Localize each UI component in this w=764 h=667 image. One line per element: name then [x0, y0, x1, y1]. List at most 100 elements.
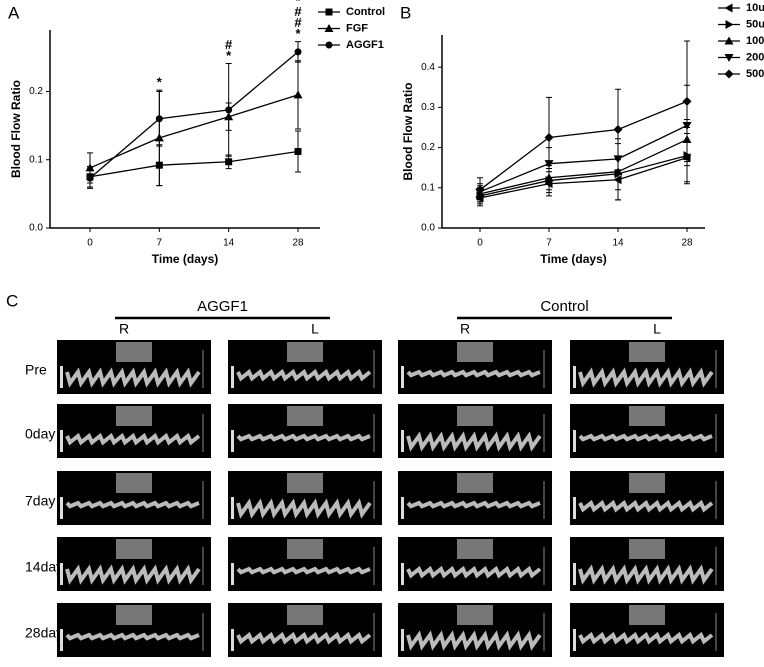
series-line	[89, 51, 299, 179]
annotation: *	[157, 75, 163, 90]
group-title: Control	[540, 298, 588, 315]
y-tick-label: 0.1	[421, 182, 435, 193]
y-tick-label: 0.0	[421, 223, 435, 234]
scale-bar	[231, 430, 234, 452]
scale-bar	[231, 629, 234, 651]
panel-label: A	[8, 3, 20, 22]
waveform	[236, 631, 372, 645]
annotation: #	[225, 37, 233, 52]
annotation: #	[294, 15, 302, 30]
legend-label: Control	[346, 6, 385, 18]
y-axis-label: Blood Flow Ratio	[9, 80, 23, 178]
thumbnail	[116, 406, 152, 426]
data-point	[225, 158, 233, 166]
side-label: R	[119, 321, 129, 337]
waveform	[65, 632, 200, 641]
row-label: Pre	[25, 362, 47, 378]
x-tick-label: 28	[681, 238, 693, 249]
thumbnail	[116, 342, 152, 362]
data-point	[294, 48, 302, 56]
waveform	[236, 433, 371, 442]
scale-bar	[573, 629, 576, 651]
scale-bar	[231, 497, 234, 519]
series-line	[479, 138, 688, 195]
annotation: *	[295, 26, 301, 41]
legend-marker	[724, 69, 734, 79]
legend-marker	[325, 41, 333, 49]
annotation: #	[294, 4, 302, 19]
thumbnail	[629, 342, 665, 362]
legend-marker	[324, 24, 334, 32]
side-label: R	[460, 321, 470, 337]
thumbnail	[116, 473, 152, 493]
thumbnail	[116, 605, 152, 625]
data-point	[86, 174, 94, 182]
thumbnail	[629, 539, 665, 559]
legend-label: 500ug	[746, 68, 764, 80]
series-line	[89, 150, 299, 178]
thumbnail	[287, 605, 323, 625]
data-point	[225, 106, 233, 114]
legend-marker	[725, 20, 734, 29]
waveform	[578, 367, 714, 388]
scale-bar	[401, 366, 404, 388]
scale-bar	[231, 563, 234, 585]
legend-label: 10ug	[746, 2, 764, 14]
legend-label: FGF	[346, 22, 368, 34]
x-tick-label: 0	[477, 238, 483, 249]
waveform	[406, 369, 541, 378]
waveform	[578, 433, 713, 442]
thumbnail	[629, 473, 665, 493]
legend-marker	[724, 3, 733, 13]
row-label: 14day	[25, 559, 63, 575]
x-tick-label: 7	[546, 238, 552, 249]
scale-bar	[401, 497, 404, 519]
x-tick-label: 14	[612, 238, 624, 249]
side-label: L	[311, 321, 319, 337]
thumbnail	[629, 605, 665, 625]
panel-label: C	[6, 291, 18, 310]
thumbnail	[287, 342, 323, 362]
y-tick-label: 0.2	[29, 86, 43, 97]
data-point	[294, 148, 302, 156]
data-point	[293, 90, 303, 99]
thumbnail	[116, 539, 152, 559]
legend-marker	[325, 8, 333, 16]
y-tick-label: 0.4	[421, 62, 435, 73]
scale-bar	[231, 366, 234, 388]
panel-label: B	[400, 3, 411, 22]
annotation: *	[226, 48, 232, 63]
series-line	[89, 94, 299, 169]
x-tick-label: 28	[292, 238, 304, 249]
thumbnail	[457, 473, 493, 493]
group-title: AGGF1	[197, 298, 248, 315]
legend-marker	[724, 36, 734, 45]
legend-marker	[724, 54, 734, 62]
x-axis-label: Time (days)	[540, 252, 606, 266]
scale-bar	[573, 497, 576, 519]
waveform	[578, 564, 714, 585]
y-tick-label: 0.1	[29, 154, 43, 165]
scale-bar	[573, 366, 576, 388]
waveform	[65, 432, 201, 446]
legend-label: 100ug	[746, 35, 764, 47]
scale-bar	[60, 629, 63, 651]
x-tick-label: 14	[223, 238, 235, 249]
scale-bar	[60, 366, 63, 388]
thumbnail	[287, 473, 323, 493]
data-point	[682, 96, 692, 106]
waveform	[406, 431, 542, 452]
scale-bar	[401, 430, 404, 452]
waveform	[65, 367, 201, 388]
waveform	[406, 500, 541, 509]
series-line	[479, 100, 688, 191]
series-line	[479, 154, 688, 197]
waveform	[236, 368, 372, 382]
scale-bar	[60, 497, 63, 519]
scale-bar	[60, 563, 63, 585]
waveform	[65, 500, 200, 509]
thumbnail	[457, 342, 493, 362]
thumbnail	[457, 539, 493, 559]
row-label: 28day	[25, 625, 63, 641]
scale-bar	[573, 430, 576, 452]
